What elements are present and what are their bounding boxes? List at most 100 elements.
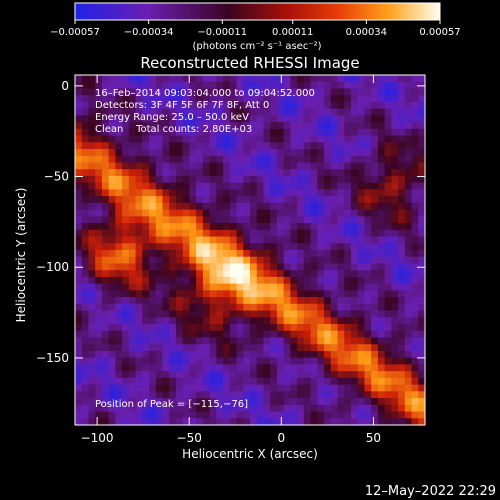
heatmap-cell bbox=[364, 142, 372, 150]
heatmap-cell bbox=[196, 75, 204, 83]
heatmap-cell bbox=[81, 216, 90, 224]
heatmap-cell bbox=[350, 344, 359, 352]
heatmap-cell bbox=[263, 95, 271, 103]
heatmap-cell bbox=[223, 175, 231, 184]
colorbar-unit-label: (photons cm⁻² s⁻¹ asec⁻²) bbox=[192, 41, 321, 52]
heatmap-cell bbox=[81, 371, 90, 379]
heatmap-cell bbox=[270, 250, 278, 258]
heatmap-cell bbox=[209, 317, 217, 325]
heatmap-cell bbox=[350, 404, 359, 413]
heatmap-cell bbox=[142, 263, 150, 271]
heatmap-cell bbox=[418, 283, 425, 291]
heatmap-cell bbox=[142, 317, 150, 325]
heatmap-cell bbox=[290, 236, 298, 244]
heatmap-cell bbox=[303, 162, 312, 170]
heatmap-cell bbox=[75, 189, 83, 197]
heatmap-cell bbox=[175, 398, 184, 406]
heatmap-cell bbox=[189, 411, 197, 419]
heatmap-cell bbox=[276, 297, 285, 305]
heatmap-cell bbox=[223, 189, 231, 197]
heatmap-cell bbox=[128, 411, 137, 419]
heatmap-cell bbox=[297, 411, 305, 419]
heatmap-cell bbox=[128, 95, 137, 103]
heatmap-cell bbox=[256, 122, 265, 130]
heatmap-cell bbox=[88, 122, 96, 130]
heatmap-cell bbox=[337, 122, 345, 130]
heatmap-cell bbox=[263, 276, 271, 285]
heatmap-cell bbox=[270, 371, 278, 379]
heatmap-cell bbox=[115, 384, 123, 392]
heatmap-cell bbox=[411, 290, 419, 298]
heatmap-cell bbox=[101, 189, 110, 197]
heatmap-cell bbox=[344, 263, 352, 271]
heatmap-cell bbox=[377, 169, 386, 177]
heatmap-cell bbox=[236, 182, 244, 191]
heatmap-cell bbox=[88, 209, 96, 217]
heatmap-cell bbox=[364, 182, 372, 191]
heatmap-cell bbox=[398, 95, 406, 103]
heatmap-cell bbox=[128, 189, 137, 197]
heatmap-cell bbox=[391, 202, 399, 211]
heatmap-cell bbox=[162, 155, 170, 164]
heatmap-cell bbox=[229, 310, 238, 318]
heatmap-cell bbox=[223, 297, 231, 305]
heatmap-cell bbox=[81, 196, 90, 204]
heatmap-cell bbox=[196, 290, 204, 298]
heatmap-cell bbox=[128, 115, 137, 123]
heatmap-cell bbox=[108, 276, 116, 285]
heatmap-cell bbox=[337, 88, 345, 96]
annotations: 16–Feb–2014 09:03:04.000 to 09:04:52.000… bbox=[95, 88, 315, 410]
heatmap-cell bbox=[418, 243, 425, 251]
heatmap-cell bbox=[324, 324, 332, 332]
heatmap-cell bbox=[88, 404, 96, 413]
heatmap-cell bbox=[297, 418, 305, 425]
heatmap-cell bbox=[350, 162, 359, 170]
heatmap-cell bbox=[236, 324, 244, 332]
heatmap-cell bbox=[391, 303, 399, 312]
heatmap-cell bbox=[95, 263, 103, 271]
heatmap-cell bbox=[196, 108, 204, 116]
heatmap-cell bbox=[169, 337, 177, 345]
heatmap-cell bbox=[256, 384, 265, 392]
heatmap-cell bbox=[216, 270, 224, 278]
heatmap-cell bbox=[128, 101, 137, 110]
heatmap-cell bbox=[263, 404, 271, 413]
heatmap-cell bbox=[337, 243, 345, 251]
heatmap-cell bbox=[330, 236, 339, 244]
heatmap-cell bbox=[149, 377, 157, 386]
heatmap-cell bbox=[263, 142, 271, 150]
heatmap-cell bbox=[398, 236, 406, 244]
heatmap-cell bbox=[391, 189, 399, 197]
heatmap-cell bbox=[209, 101, 217, 110]
heatmap-cell bbox=[209, 330, 217, 339]
heatmap-cell bbox=[101, 263, 110, 271]
heatmap-cell bbox=[250, 350, 258, 359]
heatmap-cell bbox=[357, 330, 366, 339]
heatmap-cell bbox=[364, 404, 372, 413]
heatmap-cell bbox=[276, 270, 285, 278]
heatmap-cell bbox=[263, 162, 271, 170]
heatmap-cell bbox=[270, 411, 278, 419]
heatmap-cell bbox=[209, 364, 217, 372]
heatmap-cell bbox=[189, 108, 197, 116]
heatmap-cell bbox=[101, 270, 110, 278]
heatmap-cell bbox=[357, 175, 366, 184]
heatmap-cell bbox=[364, 290, 372, 298]
heatmap-cell bbox=[344, 297, 352, 305]
heatmap-cell bbox=[162, 101, 170, 110]
heatmap-cell bbox=[350, 236, 359, 244]
heatmap-cell bbox=[310, 115, 318, 123]
heatmap-cell bbox=[202, 250, 211, 258]
heatmap-cell bbox=[330, 276, 339, 285]
heatmap-cell bbox=[317, 101, 325, 110]
heatmap-cell bbox=[162, 108, 170, 116]
heatmap-cell bbox=[377, 364, 386, 372]
heatmap-cell bbox=[155, 169, 164, 177]
heatmap-cell bbox=[229, 162, 238, 170]
heatmap-cell bbox=[297, 115, 305, 123]
heatmap-cell bbox=[135, 88, 143, 96]
heatmap-cell bbox=[162, 75, 170, 83]
heatmap-cell bbox=[155, 236, 164, 244]
heatmap-cell bbox=[223, 101, 231, 110]
heatmap-cell bbox=[122, 310, 130, 318]
